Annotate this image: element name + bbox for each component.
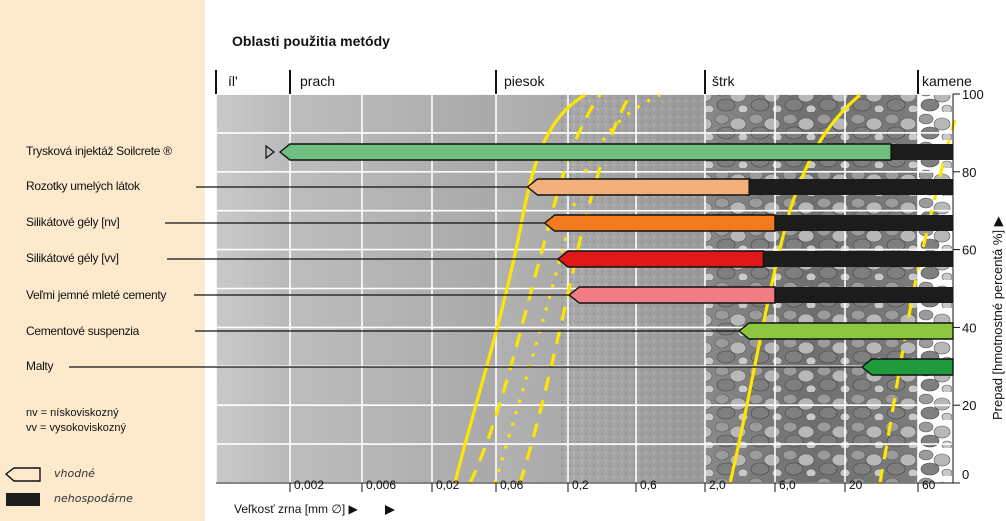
x-tick-label: 0,06	[500, 478, 524, 492]
x-axis-ticks: 0,002 0,006 0,02 0,06 0,2 0,6 2,0 6,0 20 60	[216, 478, 953, 492]
note-low-viscosity: nv = nískoviskozný	[26, 407, 119, 419]
y-axis-ticks: 100 80 60 40 20 0	[952, 87, 984, 484]
y-tick-label: 20	[962, 398, 976, 413]
legend-suitable-label: vhodné	[54, 467, 95, 480]
y-tick-label: 40	[962, 320, 976, 335]
legend-uneconomic-label: nehospodárne	[54, 492, 133, 505]
legend-symbols	[4, 467, 41, 506]
x-tick-label: 0,02	[436, 478, 460, 492]
uneconomic-segment	[749, 179, 953, 195]
uneconomic-legend-icon	[6, 493, 40, 506]
x-axis-arrow-icon	[385, 505, 395, 515]
suitable-range-arrow	[526, 178, 750, 196]
band-label-gravel: štrk	[712, 73, 735, 89]
uneconomic-segment	[775, 215, 953, 231]
suitable-range-arrow	[568, 286, 776, 304]
sidebar-panel	[0, 0, 205, 521]
band-label-sand: piesok	[504, 73, 545, 89]
suitable-range-arrow	[860, 358, 954, 376]
band-label-clay: íl'	[228, 73, 238, 89]
band-header	[215, 70, 919, 94]
arrow-tip-icon	[265, 144, 275, 160]
note-high-viscosity: vv = vysokoviskozný	[26, 422, 126, 434]
method-label-soilcrete: Trysková injektáž Soilcrete ®	[26, 144, 172, 158]
y-tick-label: 80	[962, 165, 976, 180]
suitable-range-arrow	[738, 322, 954, 340]
x-axis-label: Veľkosť zrna [mm ∅] ▶	[234, 502, 358, 516]
band-label-silt: prach	[300, 73, 336, 89]
method-bars	[278, 143, 954, 376]
method-label-mortar: Malty	[26, 359, 54, 373]
suitable-range-arrow	[556, 250, 765, 268]
x-tick-label: 0,2	[572, 478, 589, 492]
method-label-silicate-gel-nv: Silikátové gély [nv]	[26, 215, 120, 229]
uneconomic-segment	[891, 144, 953, 160]
x-tick-label: 0,002	[294, 478, 324, 492]
method-label-silicate-gel-vv: Silikátové gély [vv]	[26, 251, 119, 265]
x-tick-label: 0,6	[640, 478, 657, 492]
y-tick-label: 0	[962, 467, 969, 482]
x-tick-label: 60	[922, 478, 936, 492]
x-axis-label-text: Veľkosť zrna [mm ∅] ▶	[234, 502, 358, 516]
y-tick-label: 100	[962, 87, 984, 102]
x-tick-label: 0,006	[366, 478, 396, 492]
suitable-legend-icon	[4, 467, 41, 482]
band-label-cobbles: kamene	[922, 73, 972, 89]
y-tick-label: 60	[962, 243, 976, 258]
diagram-title: Oblasti použitia metódy	[232, 33, 390, 49]
x-tick-label: 20	[849, 478, 863, 492]
x-tick-label: 2,0	[709, 478, 726, 492]
grading-curves	[453, 93, 957, 484]
uneconomic-segment	[775, 287, 953, 303]
y-axis-label: Prepad [hmotnostné percentá %] ▶	[990, 216, 1005, 420]
method-leader-lines	[69, 144, 862, 368]
method-label-microfine-cement: Veľmi jemné mleté cementy	[26, 288, 167, 302]
uneconomic-segment	[763, 251, 953, 267]
x-tick-label: 6,0	[779, 478, 796, 492]
suitable-range-arrow	[543, 214, 776, 232]
method-label-plastic-solutions: Rozotky umelých látok	[26, 179, 140, 193]
method-label-cement-suspension: Cementové suspenzia	[26, 324, 140, 338]
suitable-range-arrow	[278, 143, 892, 161]
